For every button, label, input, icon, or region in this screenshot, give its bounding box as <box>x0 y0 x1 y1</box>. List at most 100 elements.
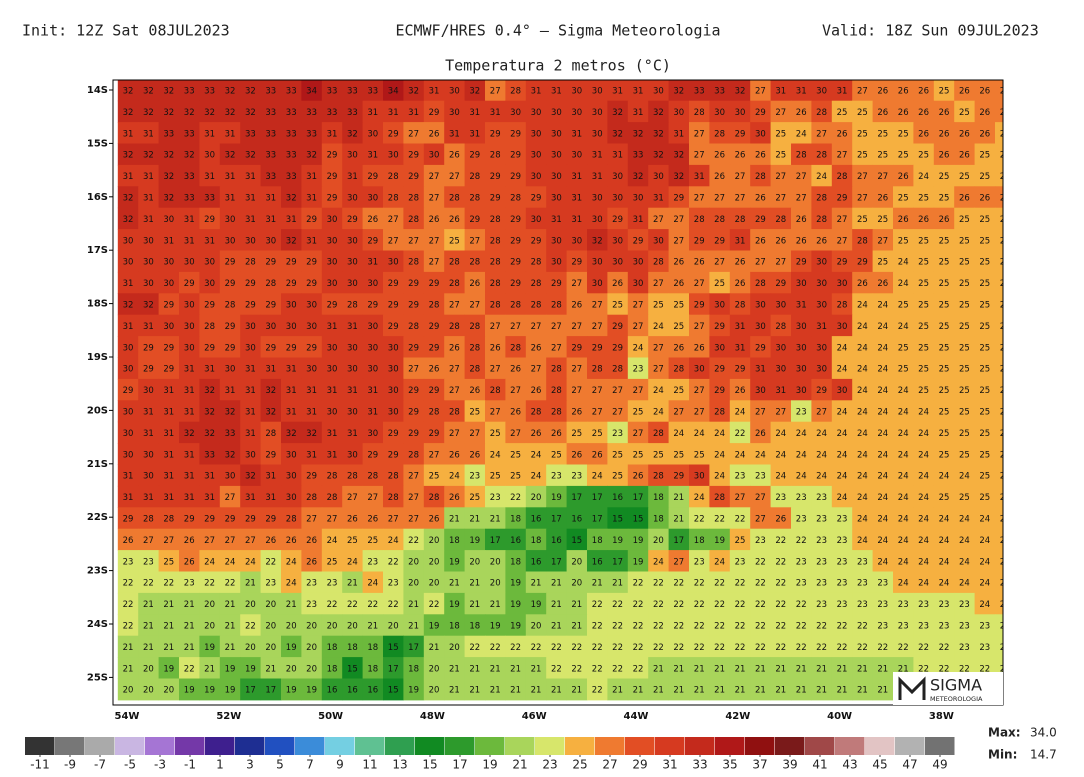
temp-cell <box>811 100 833 123</box>
temp-label: 28 <box>388 194 399 204</box>
temp-label: 25 <box>1020 108 1031 118</box>
temp-cell <box>566 614 588 637</box>
temp-label: 31 <box>184 450 195 460</box>
temp-cell <box>689 336 710 358</box>
temp-cell <box>138 250 160 273</box>
temp-cell <box>709 635 731 658</box>
colorbar-label: -11 <box>30 758 50 772</box>
temp-cell <box>1015 507 1036 529</box>
temp-label: 33 <box>286 129 297 139</box>
colorbar-label: 23 <box>542 758 557 772</box>
temp-cell <box>587 314 608 337</box>
temp-cell <box>301 657 323 679</box>
temp-cell <box>689 186 710 209</box>
temp-label: 22 <box>592 664 603 674</box>
temp-cell <box>893 421 914 444</box>
temp-cell <box>138 207 160 230</box>
temp-cell <box>301 250 323 273</box>
temp-cell <box>607 400 629 423</box>
max-label: Max: <box>988 726 1021 740</box>
temp-label: 29 <box>510 236 521 246</box>
temp-cell <box>689 485 710 508</box>
temp-label: 22 <box>225 579 236 589</box>
temp-cell <box>893 571 914 594</box>
temp-cell <box>505 507 527 530</box>
temp-cell <box>485 336 506 358</box>
temp-label: 28 <box>714 129 725 139</box>
temp-cell <box>933 550 955 572</box>
temp-label: 30 <box>796 343 807 353</box>
temp-cell <box>219 464 241 487</box>
temp-label: 28 <box>775 215 786 225</box>
map-frame <box>112 79 1004 706</box>
temp-cell <box>607 464 629 487</box>
temp-cell <box>995 485 1003 508</box>
temp-cell <box>505 100 527 123</box>
temp-label: 30 <box>163 322 174 332</box>
temp-label: 26 <box>1000 194 1011 204</box>
temp-cell <box>342 122 364 144</box>
temp-cell <box>362 528 384 551</box>
temp-label: 21 <box>694 664 705 674</box>
temp-cell <box>770 100 792 123</box>
temp-cell <box>403 314 425 337</box>
temp-cell <box>423 550 445 572</box>
temp-cell <box>444 336 466 358</box>
temp-cell <box>872 678 894 701</box>
temp-cell <box>485 443 506 465</box>
temp-label: 30 <box>347 279 358 289</box>
temp-label: 21 <box>123 664 134 674</box>
temp-cell <box>627 550 649 572</box>
temp-label: 25 <box>714 279 725 289</box>
lat-label: 21S <box>87 459 108 470</box>
temp-cell <box>587 122 608 144</box>
temp-cell <box>260 571 282 594</box>
temp-label: 21 <box>714 686 725 696</box>
temp-label: 26 <box>796 215 807 225</box>
lat-label: 14S <box>87 85 108 96</box>
temp-label: 22 <box>388 557 399 567</box>
temp-label: 26 <box>429 129 440 139</box>
temp-cell <box>668 614 690 637</box>
temp-label: 27 <box>510 386 521 396</box>
temp-cell <box>1015 251 1036 273</box>
temp-label: 23 <box>694 557 705 567</box>
temp-cell <box>893 314 914 337</box>
temp-cell <box>566 314 588 337</box>
temp-label: 22 <box>714 643 725 653</box>
temp-cell <box>995 314 1003 337</box>
temp-cell <box>240 357 262 380</box>
temp-cell <box>179 186 200 209</box>
temp-cell <box>444 507 466 530</box>
lon-label: 44W <box>624 711 649 722</box>
temp-cell <box>138 186 160 209</box>
temp-cell <box>403 122 425 144</box>
temp-cell <box>566 357 588 380</box>
temp-cell <box>852 143 874 166</box>
temp-label: 25 <box>1020 301 1031 311</box>
temp-label: 27 <box>755 258 766 268</box>
temp-cell <box>505 357 527 380</box>
temp-cell <box>770 80 792 102</box>
temp-label: 25 <box>1000 386 1011 396</box>
temp-label: 21 <box>633 686 644 696</box>
temp-label: 27 <box>633 322 644 332</box>
temp-label: 29 <box>429 279 440 289</box>
temp-label: 31 <box>551 215 562 225</box>
temp-cell <box>281 336 302 358</box>
temp-cell <box>260 635 282 658</box>
temp-cell <box>954 507 976 530</box>
temp-label: 32 <box>612 129 623 139</box>
temp-cell <box>587 143 608 166</box>
temp-cell <box>852 507 874 530</box>
temp-label: 28 <box>286 515 297 525</box>
temp-cell <box>240 592 262 615</box>
temp-label: 21 <box>796 664 807 674</box>
temp-cell <box>791 421 812 444</box>
temp-cell <box>954 271 976 294</box>
temp-cell <box>1015 165 1036 187</box>
temp-cell <box>260 464 282 487</box>
temp-cell <box>403 571 425 594</box>
temp-cell <box>729 122 751 144</box>
temp-cell <box>342 464 364 487</box>
